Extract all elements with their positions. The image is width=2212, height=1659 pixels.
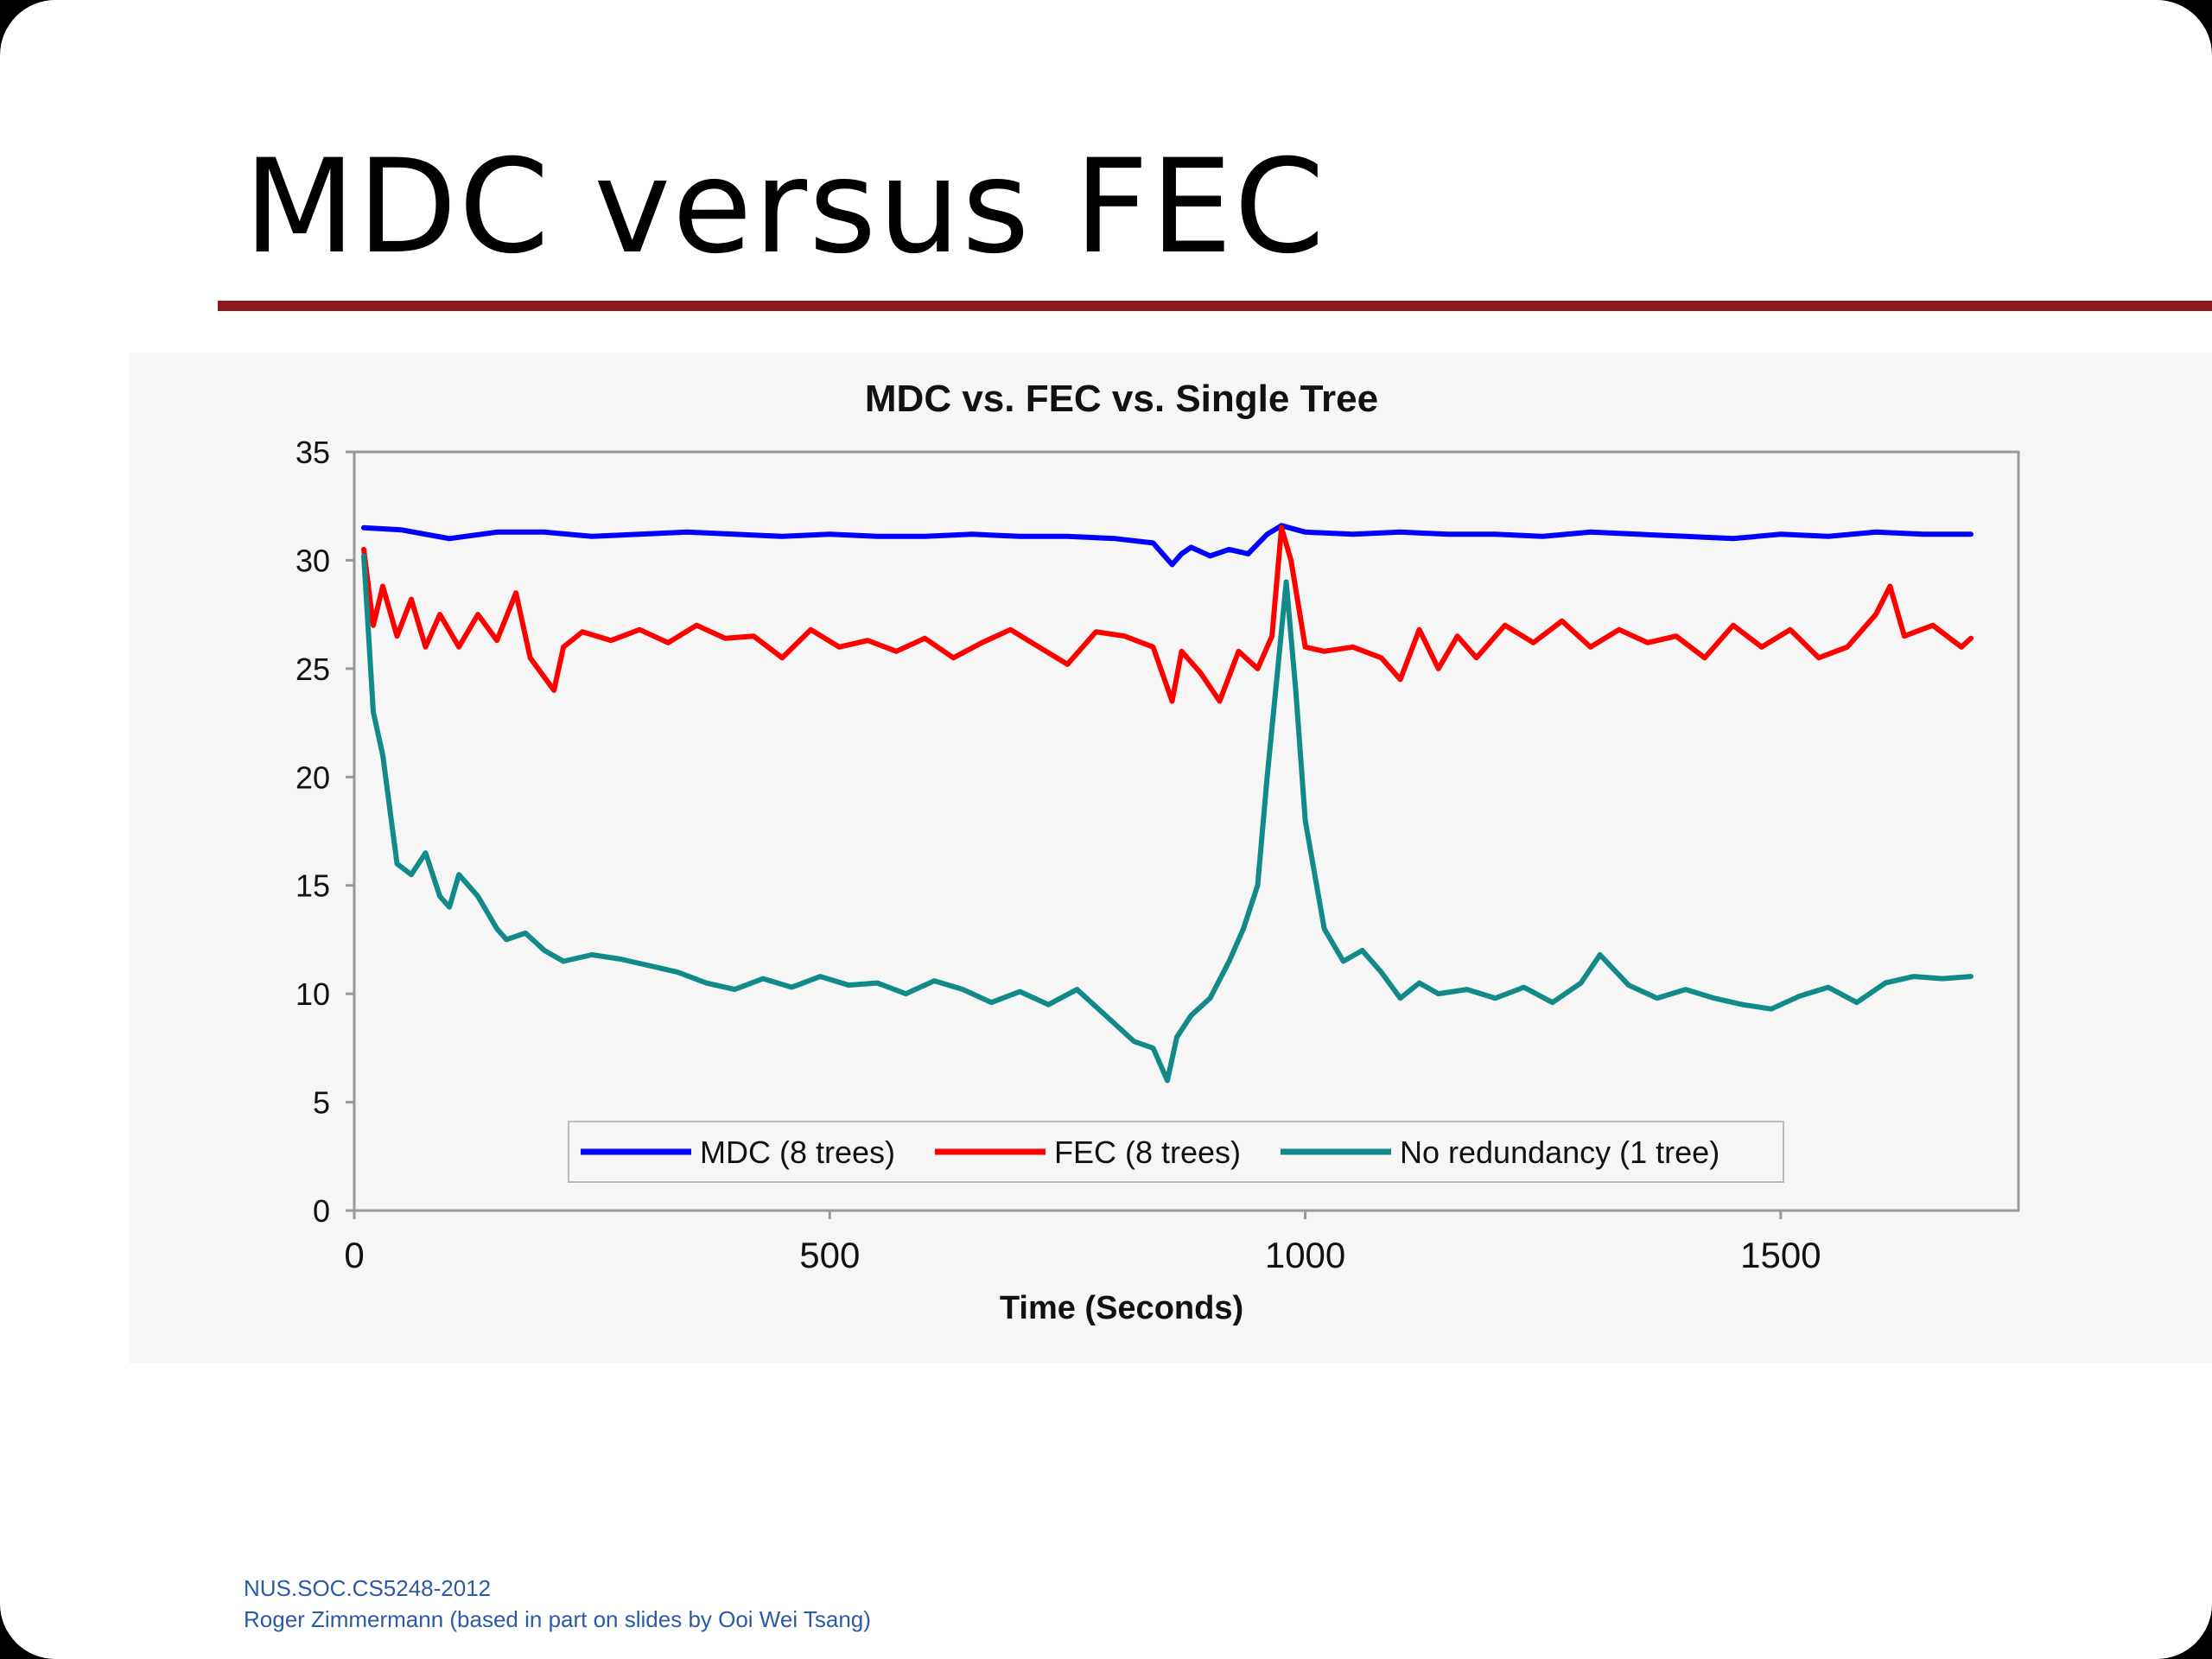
series-line-2: [361, 553, 1974, 1084]
y-tick-label: 15: [296, 868, 330, 904]
legend-label-1: FEC (8 trees): [1054, 1135, 1241, 1170]
plot-area: [353, 450, 2020, 1212]
x-axis-label: Time (Seconds): [1000, 1290, 1243, 1326]
series-lines: [361, 523, 1974, 1084]
chart-panel: MDC vs. FEC vs. Single Tree 0 5 10 15 20 25 30…: [130, 353, 2212, 1363]
line-chart: MDC vs. FEC vs. Single Tree 0 5 10 15 20 25 30…: [296, 378, 2020, 1326]
chart-title: MDC vs. FEC vs. Single Tree: [865, 378, 1378, 420]
legend-box: [568, 1121, 1784, 1183]
series-line-0: [361, 523, 1974, 568]
y-tick-label: 0: [313, 1193, 330, 1229]
legend: MDC (8 trees) FEC (8 trees) No redundancy …: [568, 1121, 1784, 1183]
title-rule: [218, 301, 2212, 311]
x-tick-label: 0: [344, 1235, 364, 1275]
y-tick-label: 10: [296, 976, 330, 1012]
slide-title: MDC versus FEC: [244, 132, 1326, 283]
y-tick-label: 30: [296, 543, 330, 578]
series-line-1: [361, 524, 1974, 704]
legend-label-0: MDC (8 trees): [700, 1135, 895, 1170]
legend-label-2: No redundancy (1 tree): [1400, 1135, 1719, 1170]
y-axis: 0 5 10 15 20 25 30 35: [296, 435, 354, 1229]
y-tick-label: 25: [296, 652, 330, 687]
footer-course: NUS.SOC.CS5248-2012: [244, 1575, 492, 1601]
x-tick-label: 500: [799, 1235, 860, 1275]
y-tick-label: 5: [313, 1085, 330, 1121]
footer-author: Roger Zimmermann (based in part on slide…: [244, 1606, 871, 1632]
x-axis: 0 500 1000 1500: [344, 1211, 1821, 1275]
x-tick-label: 1500: [1740, 1235, 1821, 1275]
x-tick-label: 1000: [1265, 1235, 1345, 1275]
slide-footer: NUS.SOC.CS5248-2012 Roger Zimmermann (ba…: [244, 1573, 871, 1635]
y-tick-label: 35: [296, 435, 330, 470]
y-tick-label: 20: [296, 760, 330, 795]
